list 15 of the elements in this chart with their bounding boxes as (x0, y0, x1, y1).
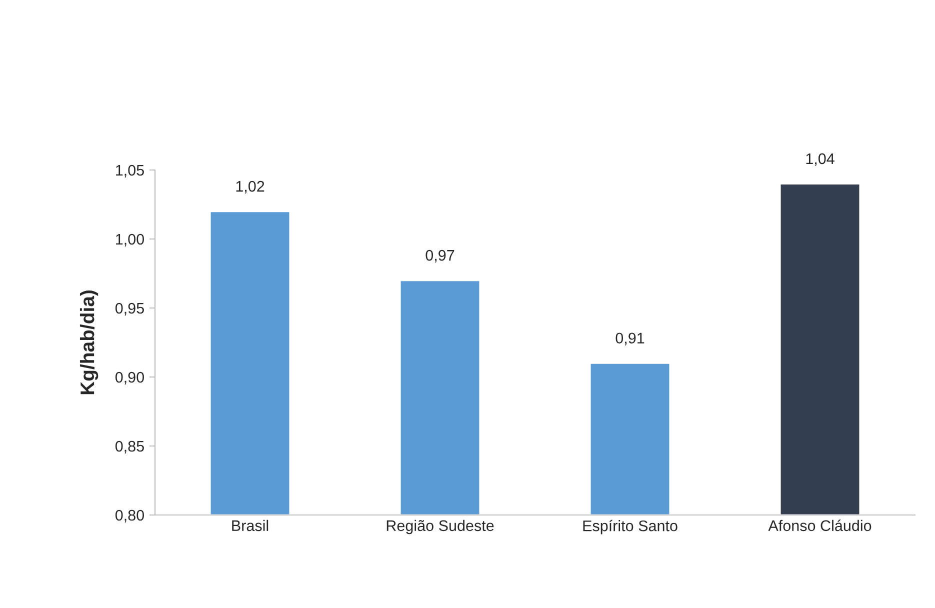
y-tick-label: 0,95 (115, 302, 144, 316)
x-tick-label: Espírito Santo (583, 520, 678, 534)
y-tick-label: 0,80 (115, 510, 144, 522)
data-label: 1,04 (806, 153, 834, 166)
x-tick-label: Região Sudeste (386, 520, 494, 534)
y-tick-label: 0,90 (115, 372, 144, 384)
y-tick-label: 1,00 (116, 234, 144, 246)
y-axis-title: Kg/hab/dia) (80, 290, 98, 394)
x-tick-label: Brasil (232, 520, 268, 532)
y-tick-label: 0,85 (115, 440, 144, 454)
data-label: 0,97 (426, 250, 454, 263)
data-label: 1,02 (236, 180, 264, 194)
data-label: 0,91 (616, 332, 644, 346)
y-tick-label: 1,05 (116, 164, 144, 178)
x-tick-label: Afonso Cláudio (768, 520, 872, 532)
